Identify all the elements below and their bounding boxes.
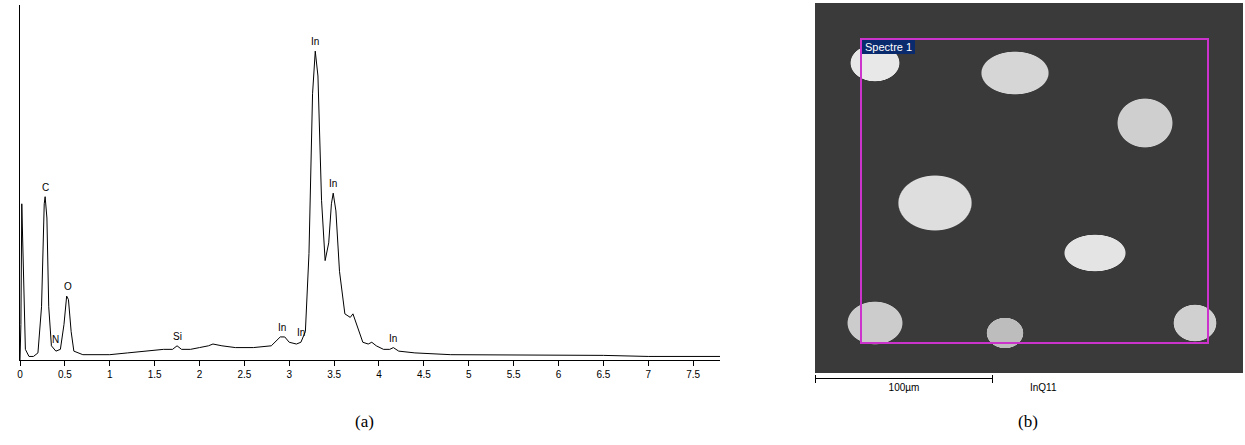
html-text:100µm: 100µm xyxy=(888,382,920,393)
svg-text:C: C xyxy=(42,182,49,193)
svg-text:6: 6 xyxy=(556,369,562,380)
svg-text:In: In xyxy=(389,333,397,344)
svg-text:Si: Si xyxy=(173,331,182,342)
svg-text:2: 2 xyxy=(197,369,203,380)
svg-text:In: In xyxy=(329,178,337,189)
svg-text:In: In xyxy=(278,322,286,333)
svg-text:2.5: 2.5 xyxy=(237,369,251,380)
svg-text:5: 5 xyxy=(466,369,472,380)
svg-text:0.5: 0.5 xyxy=(58,369,72,380)
svg-text:In: In xyxy=(297,327,305,338)
svg-text:In: In xyxy=(311,36,319,47)
svg-text:0: 0 xyxy=(17,369,23,380)
svg-text:7.5: 7.5 xyxy=(686,369,700,380)
html-text:InQ11: InQ11 xyxy=(1030,382,1057,393)
html-text:Spectre 1: Spectre 1 xyxy=(865,41,913,53)
svg-text:5.5: 5.5 xyxy=(507,369,521,380)
svg-text:N: N xyxy=(52,334,59,345)
svg-text:6.5: 6.5 xyxy=(596,369,610,380)
svg-text:7: 7 xyxy=(645,369,651,380)
svg-text:O: O xyxy=(64,281,72,292)
svg-text:1.5: 1.5 xyxy=(148,369,162,380)
svg-text:3: 3 xyxy=(286,369,292,380)
svg-text:3.5: 3.5 xyxy=(327,369,341,380)
html-text:(a): (a) xyxy=(355,412,374,431)
svg-text:4.5: 4.5 xyxy=(417,369,431,380)
svg-text:4: 4 xyxy=(376,369,382,380)
svg-text:1: 1 xyxy=(107,369,113,380)
html-text:(b): (b) xyxy=(1018,412,1038,431)
